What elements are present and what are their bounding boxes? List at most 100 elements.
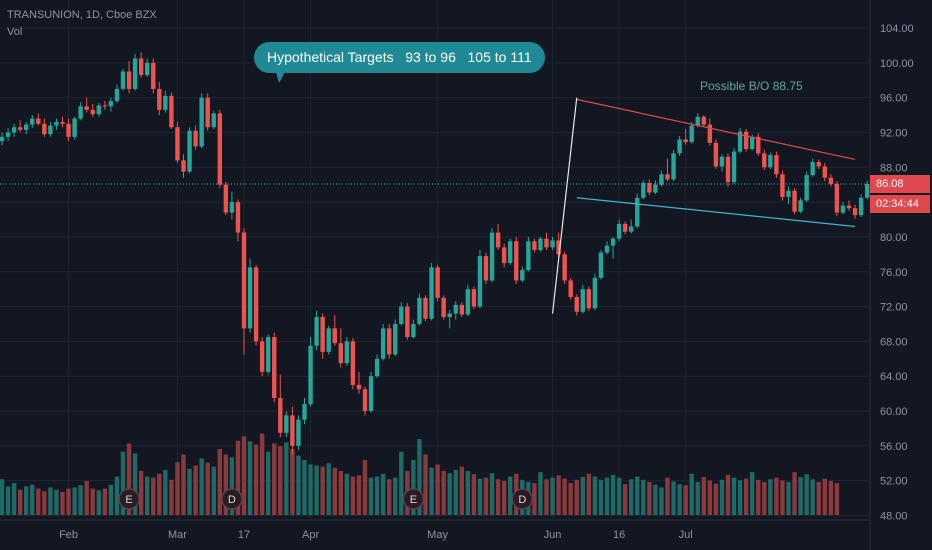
candle-body (852, 208, 858, 216)
candle-body (272, 337, 277, 398)
volume-bar (550, 477, 555, 515)
candle (338, 328, 343, 368)
event-marker[interactable]: E (402, 488, 425, 510)
candle (241, 228, 247, 355)
volume-bar (768, 479, 773, 515)
candle (296, 415, 301, 451)
candle-body (120, 71, 126, 89)
y-tick-label: 68.00 (880, 336, 908, 348)
candle (114, 84, 120, 103)
volume-bar (647, 482, 652, 515)
candle (804, 171, 809, 203)
volume-bar (0, 479, 5, 515)
volume-bar (786, 482, 791, 515)
volume-bar (332, 467, 337, 515)
candle-body (217, 113, 222, 185)
candle (465, 284, 471, 317)
volume-bar (320, 466, 325, 515)
x-tick-label: Apr (302, 529, 319, 541)
candle-body (193, 130, 198, 147)
candle-body (60, 122, 65, 124)
candle (380, 323, 386, 361)
volume-bar (247, 441, 253, 515)
candle-body (393, 323, 398, 355)
volume-bar (48, 487, 53, 515)
candle-body (671, 153, 676, 180)
candle-body (846, 205, 852, 209)
candle (290, 406, 295, 455)
volume-bar (223, 454, 229, 515)
candle (508, 238, 513, 265)
candle-body (641, 182, 646, 198)
candle (556, 232, 561, 257)
candle (471, 286, 477, 310)
candle-body (756, 136, 761, 154)
volume-bar (701, 477, 706, 515)
candle-body (290, 415, 295, 446)
candle-body (102, 105, 108, 107)
volume-bar (828, 480, 834, 515)
candle (538, 236, 543, 252)
candle-body (48, 125, 53, 135)
candle-body (157, 88, 162, 110)
event-marker[interactable]: E (118, 488, 140, 510)
volume-bar (36, 488, 41, 515)
candle-body (5, 132, 11, 137)
candle (5, 128, 11, 142)
candle-body (266, 337, 271, 372)
candle (411, 319, 416, 339)
candle (580, 284, 585, 314)
volume-bar (126, 443, 132, 515)
candle (17, 120, 23, 133)
volume-bar (66, 488, 71, 515)
targets-callout[interactable]: Hypothetical Targets 93 to 96 105 to 111 (254, 42, 545, 73)
candle-body (36, 118, 41, 124)
y-tick-label: 60.00 (880, 406, 908, 418)
volume-bar (616, 477, 622, 515)
volume-bar (60, 491, 65, 515)
candle (253, 264, 259, 346)
event-marker[interactable]: D (511, 488, 534, 510)
volume-bar (42, 491, 47, 515)
volume-bar (132, 453, 138, 515)
volume-bar (199, 458, 204, 515)
event-marker-label: E (410, 494, 417, 506)
volume-bar (266, 451, 271, 515)
volume-bar (592, 476, 598, 515)
candle-body (90, 109, 95, 115)
candle (762, 149, 767, 170)
candle (568, 277, 573, 300)
volume-bar (272, 443, 277, 515)
candle (501, 243, 507, 268)
candle (199, 93, 204, 149)
candle-body (181, 160, 186, 172)
candle (42, 118, 47, 137)
candle (302, 397, 307, 425)
candle (423, 295, 428, 322)
candle-body (284, 415, 289, 433)
candle (308, 337, 313, 407)
candle-body (719, 156, 725, 167)
candle (320, 313, 325, 359)
volume-bar (780, 480, 785, 515)
symbol-title[interactable]: TRANSUNION, 1D, Cboe BZX (7, 9, 157, 21)
candle (326, 325, 331, 355)
candle (774, 151, 779, 178)
candle-body (683, 139, 688, 143)
candle (483, 252, 489, 284)
event-marker[interactable]: D (221, 488, 243, 510)
candle-body (211, 113, 216, 128)
y-tick-label: 96.00 (880, 93, 908, 105)
y-tick-label: 104.00 (880, 23, 914, 35)
x-tick-label: Jun (544, 529, 562, 541)
volume-bar (181, 454, 186, 515)
candle-body (338, 343, 343, 364)
candle-body (308, 345, 313, 405)
candle-body (489, 232, 495, 281)
candle (574, 294, 579, 316)
candle (205, 93, 210, 131)
candle (405, 303, 410, 340)
volume-bar (483, 477, 489, 515)
candle (653, 180, 658, 195)
